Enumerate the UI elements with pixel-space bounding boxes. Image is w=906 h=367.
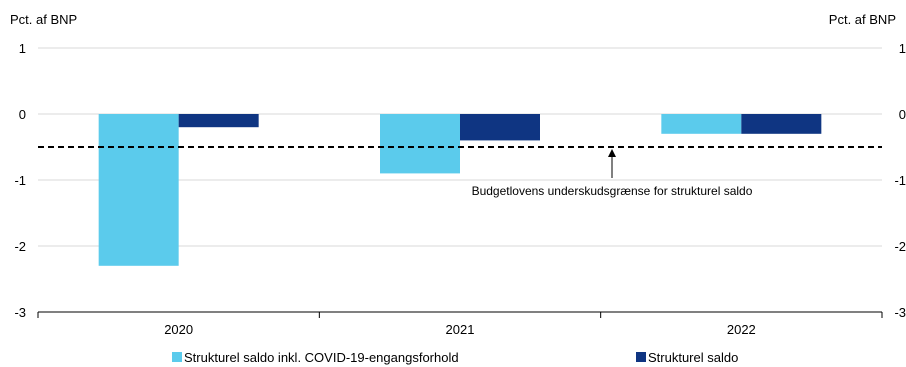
legend-label-series-0: Strukturel saldo inkl. COVID-19-engangsf… bbox=[184, 350, 459, 365]
legend: Strukturel saldo inkl. COVID-19-engangsf… bbox=[172, 350, 738, 365]
bar-2020-series-1 bbox=[178, 114, 259, 128]
x-category-label: 2020 bbox=[164, 322, 193, 337]
y-tick-label-right: 1 bbox=[899, 41, 906, 56]
annotation-arrow-head bbox=[608, 149, 616, 157]
legend-swatch-series-1 bbox=[636, 352, 646, 362]
bar-2022-series-0 bbox=[661, 114, 742, 134]
left-axis-ticks: 1 0 -1 -2 -3 bbox=[14, 41, 26, 320]
bar-2022-series-1 bbox=[741, 114, 822, 134]
bar-2021-series-0 bbox=[380, 114, 460, 174]
y-tick-label-right: -1 bbox=[894, 173, 906, 188]
y-tick-label-left: -1 bbox=[14, 173, 26, 188]
bars bbox=[98, 114, 822, 266]
bar-2021-series-1 bbox=[460, 114, 540, 141]
reference-line-annotation: Budgetlovens underskudsgrænse for strukt… bbox=[472, 184, 753, 198]
x-category-label: 2022 bbox=[727, 322, 756, 337]
legend-swatch-series-0 bbox=[172, 352, 182, 362]
y-tick-label-left: 1 bbox=[19, 41, 26, 56]
right-axis-ticks: 1 0 -1 -2 -3 bbox=[894, 41, 906, 320]
legend-label-series-1: Strukturel saldo bbox=[648, 350, 738, 365]
y-tick-label-left: -3 bbox=[14, 305, 26, 320]
y-tick-label-left: -2 bbox=[14, 239, 26, 254]
y-tick-label-right: -2 bbox=[894, 239, 906, 254]
bar-2020-series-0 bbox=[98, 114, 179, 266]
reference-line-group: Budgetlovens underskudsgrænse for strukt… bbox=[38, 146, 882, 198]
left-axis-unit-label: Pct. af BNP bbox=[10, 12, 77, 27]
y-tick-label-right: 0 bbox=[899, 107, 906, 122]
y-tick-label-left: 0 bbox=[19, 107, 26, 122]
right-axis-unit-label: Pct. af BNP bbox=[829, 12, 896, 27]
x-axis: 2020 2021 2022 bbox=[37, 311, 883, 337]
x-category-label: 2021 bbox=[446, 322, 475, 337]
y-tick-label-right: -3 bbox=[894, 305, 906, 320]
